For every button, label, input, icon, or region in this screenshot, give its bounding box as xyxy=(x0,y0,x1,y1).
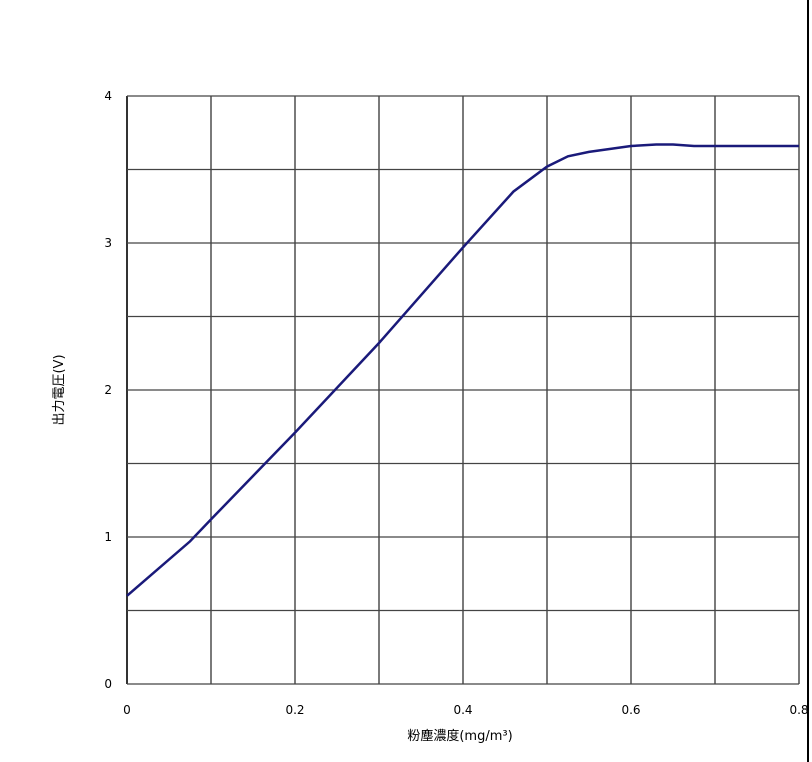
tick-labels: 0 0.2 0.4 0.6 0.8 0 1 2 3 4 xyxy=(104,89,808,717)
y-tick-label: 2 xyxy=(104,383,112,397)
x-axis-label: 粉塵濃度(mg/m³) xyxy=(407,728,512,744)
x-tick-label: 0.2 xyxy=(285,703,304,717)
x-tick-label: 0 xyxy=(123,703,131,717)
grid xyxy=(126,95,800,685)
x-tick-label: 0.8 xyxy=(789,703,808,717)
x-tick-label: 0.6 xyxy=(621,703,640,717)
y-tick-label: 0 xyxy=(104,677,112,691)
y-tick-label: 3 xyxy=(104,236,112,250)
y-axis-label: 出力電圧(V) xyxy=(52,354,67,425)
series-line xyxy=(126,143,799,597)
y-tick-label: 4 xyxy=(104,89,112,103)
x-tick-label: 0.4 xyxy=(453,703,472,717)
y-tick-label: 1 xyxy=(104,530,112,544)
